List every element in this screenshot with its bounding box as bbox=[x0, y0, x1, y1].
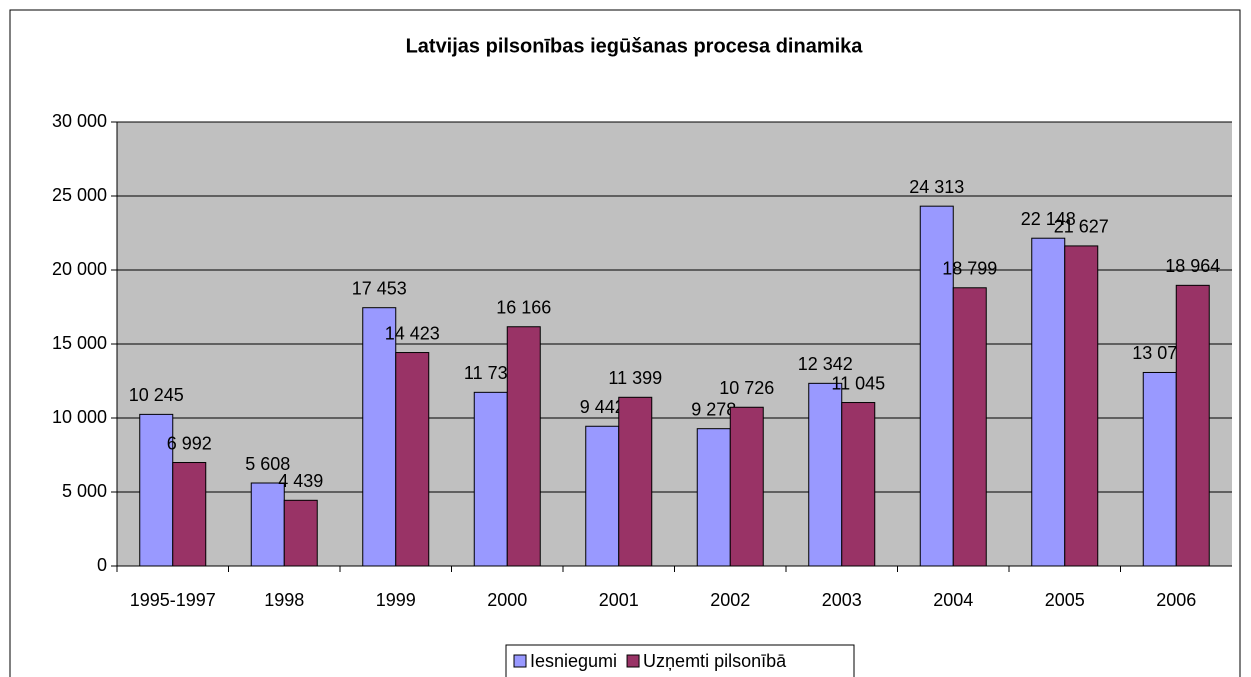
bar bbox=[919, 205, 954, 567]
y-tick-label: 10 000 bbox=[52, 407, 107, 427]
bar bbox=[139, 413, 174, 567]
legend-label: Iesniegumi bbox=[530, 651, 617, 671]
bar bbox=[473, 391, 508, 567]
value-label: 24 313 bbox=[909, 177, 964, 197]
value-label: 4 439 bbox=[278, 471, 323, 491]
bar bbox=[952, 287, 987, 567]
bar bbox=[250, 482, 285, 567]
y-tick-label: 5 000 bbox=[62, 481, 107, 501]
legend-label: Uzņemti pilsonībā bbox=[643, 651, 787, 671]
bar bbox=[808, 382, 843, 567]
value-label: 11 045 bbox=[831, 373, 885, 393]
y-tick-label: 15 000 bbox=[52, 333, 107, 353]
x-tick-label: 2005 bbox=[1045, 590, 1085, 610]
y-tick-label: 0 bbox=[97, 555, 107, 575]
y-tick-label: 25 000 bbox=[52, 185, 107, 205]
x-tick-label: 2006 bbox=[1156, 590, 1196, 610]
legend-swatch bbox=[513, 654, 527, 668]
value-label: 11 734 bbox=[464, 363, 518, 383]
bar bbox=[1175, 284, 1210, 567]
value-label: 10 245 bbox=[129, 385, 184, 405]
bar bbox=[696, 428, 731, 567]
bar bbox=[1142, 371, 1177, 567]
value-label: 11 399 bbox=[608, 368, 662, 388]
value-label: 18 799 bbox=[942, 259, 997, 279]
y-tick-label: 20 000 bbox=[52, 259, 107, 279]
value-label: 18 964 bbox=[1165, 256, 1220, 276]
value-label: 6 992 bbox=[167, 433, 212, 453]
x-tick-label: 2004 bbox=[933, 590, 973, 610]
value-label: 17 453 bbox=[352, 278, 407, 298]
value-label: 14 423 bbox=[385, 323, 440, 343]
chart-title: Latvijas pilsonības iegūšanas procesa di… bbox=[406, 35, 864, 57]
value-label: 12 342 bbox=[798, 354, 853, 374]
value-label: 16 166 bbox=[496, 297, 551, 317]
value-label: 5 608 bbox=[245, 454, 290, 474]
bar bbox=[1031, 237, 1066, 567]
bar bbox=[729, 406, 764, 567]
bar bbox=[395, 352, 430, 567]
bar bbox=[172, 462, 207, 567]
x-tick-label: 2001 bbox=[599, 590, 639, 610]
x-tick-label: 2003 bbox=[822, 590, 862, 610]
bar bbox=[585, 425, 620, 567]
x-tick-label: 1999 bbox=[376, 590, 416, 610]
bar bbox=[362, 307, 397, 567]
x-tick-label: 2000 bbox=[487, 590, 527, 610]
bar bbox=[618, 396, 653, 567]
bar bbox=[506, 326, 541, 567]
bar bbox=[1064, 245, 1099, 567]
x-tick-label: 1995-1997 bbox=[130, 590, 216, 610]
value-label: 10 726 bbox=[719, 378, 774, 398]
bar bbox=[841, 402, 876, 567]
bar bbox=[283, 499, 318, 567]
x-tick-label: 2002 bbox=[710, 590, 750, 610]
legend-box bbox=[505, 644, 855, 677]
legend-swatch bbox=[626, 654, 640, 668]
value-label: 22 148 bbox=[1021, 209, 1076, 229]
x-tick-label: 1998 bbox=[264, 590, 304, 610]
value-label: 9 442 bbox=[580, 397, 625, 417]
value-label: 13 076 bbox=[1132, 343, 1187, 363]
value-label: 9 278 bbox=[691, 399, 736, 419]
value-label: 21 627 bbox=[1054, 217, 1109, 237]
y-tick-label: 30 000 bbox=[52, 111, 107, 131]
